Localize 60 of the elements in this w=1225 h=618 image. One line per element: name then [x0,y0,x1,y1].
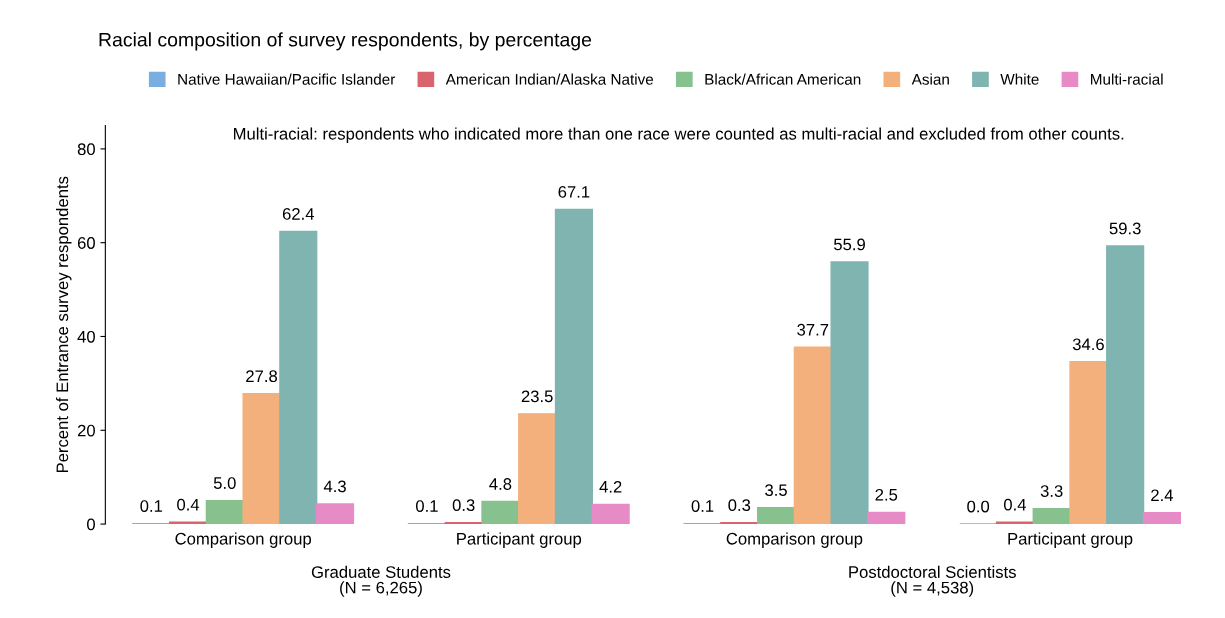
legend-label: White [1000,73,1039,85]
legend-label: Multi-racial [1091,73,1163,85]
data-label: 0.1 [415,500,438,512]
x-tick-label: Comparison group [726,532,863,548]
bar [205,499,244,525]
data-label: 3.5 [765,484,787,497]
data-label: 0.3 [728,499,751,512]
bar [1069,361,1108,525]
data-label: 27.8 [246,370,278,383]
legend-label: Black/African American [705,73,861,85]
y-axis-title: Percent of Entrance survey respondents [56,176,72,473]
bar [1106,245,1145,525]
data-label: 4.3 [323,480,346,493]
x-tick-label: Comparison group [175,532,312,548]
bar [1032,507,1071,525]
legend-label: Native Hawaiian/Pacific Islander [178,73,396,85]
data-label: 3.3 [1040,485,1063,497]
data-label: 0.4 [177,498,200,511]
data-label: 34.6 [1072,338,1104,351]
data-label: 0.0 [967,500,990,513]
bar [830,261,869,525]
data-label: 0.4 [1003,498,1027,511]
bar [591,503,630,525]
data-label: 59.3 [1109,222,1141,235]
data-label: 5.0 [213,477,236,489]
bar [756,506,796,525]
data-label: 23.5 [521,390,553,403]
data-label: 62.4 [282,208,315,220]
y-tick-label: 40 [77,330,95,343]
data-label: 4.8 [489,478,512,490]
x-tick-label: Participant group [1008,532,1133,548]
y-tick-label: 0 [87,518,95,531]
text: Graduate Students (N = 6,265) [311,565,451,597]
y-tick-label: 80 [77,143,95,156]
data-label: 0.1 [140,500,163,512]
data-label: 2.4 [1151,489,1174,502]
x-tick-label: Participant group [457,532,582,548]
bar [279,230,318,525]
data-label: 0.1 [691,500,714,512]
bar [867,511,906,525]
y-tick-label: 20 [77,424,95,437]
bar [242,393,281,525]
y-tick-label: 60 [77,237,95,249]
bar [554,208,593,525]
data-label: 55.9 [833,238,865,251]
legend-label: American Indian/Alaska Native [445,73,654,85]
bar [315,503,355,525]
chart-title: Racial composition of survey respondents, by percentage [99,32,592,51]
data-label: 37.7 [797,323,829,336]
annotation: Multi-racial: respondents who indicated more than one race were counted as multi-racial and excluded from other counts. [233,127,1124,143]
bar [793,346,832,525]
data-label: 67.1 [558,185,590,198]
data-label: 2.5 [875,488,898,501]
bar [518,413,557,525]
data-label: 4.2 [599,480,622,493]
data-label: 0.3 [452,499,475,512]
text: Postdoctoral Scientists (N = 4,538) [849,565,1016,597]
bar [481,500,520,525]
legend-label: Asian [911,73,949,85]
bar [1142,512,1181,525]
